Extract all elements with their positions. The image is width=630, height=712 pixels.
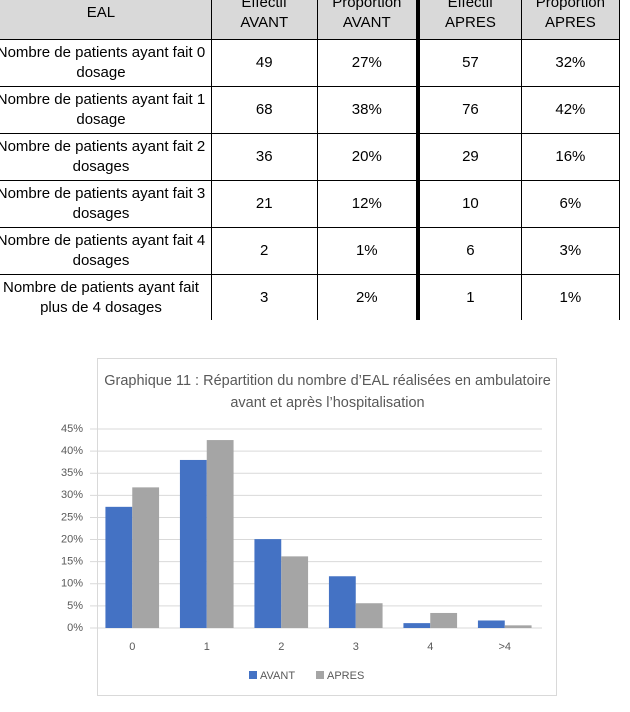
table-cell: 76: [416, 86, 522, 134]
table-cell: 36: [210, 133, 318, 181]
legend-swatch: [249, 671, 257, 679]
table-cell: 16%: [520, 133, 621, 181]
legend-label: AVANT: [260, 670, 295, 682]
y-tick-label: 0%: [67, 622, 83, 634]
table-cell: 3: [210, 274, 318, 320]
x-tick-label: 2: [278, 641, 284, 653]
table-cell: Nombre de patients ayant fait 1 dosage: [0, 86, 212, 134]
chart-title: Graphique 11 : Répartition du nombre d’E…: [104, 373, 551, 411]
bar: [179, 459, 207, 628]
bar: [504, 625, 532, 628]
x-tick-label: >4: [498, 641, 511, 653]
table-row: Nombre de patients ayant fait 1 dosage 68…: [0, 86, 621, 134]
table-cell: Nombre de patients ayant fait 0 dosage: [0, 39, 212, 87]
table-cell: 49: [210, 39, 318, 87]
table-cell: 42%: [520, 86, 621, 134]
y-tick-label: 40%: [61, 445, 83, 457]
table-cell: 6: [416, 227, 522, 275]
y-tick-label: 30%: [61, 489, 83, 501]
table-row: Nombre de patients ayant fait 0 dosage 49…: [0, 39, 621, 87]
y-tick-label: 15%: [61, 556, 83, 568]
bar: [403, 623, 431, 628]
table-row: Nombre de patients ayant fait 2 dosages 3…: [0, 133, 621, 181]
x-tick-label: 4: [427, 641, 433, 653]
table-cell: 1%: [316, 227, 419, 275]
header-cell: Proportion AVANT: [316, 0, 419, 40]
y-tick-label: 45%: [61, 423, 83, 435]
table-cell: 27%: [316, 39, 419, 87]
bar: [132, 487, 160, 628]
x-tick-label: 0: [129, 641, 135, 653]
y-tick-label: 25%: [61, 511, 83, 523]
header-cell: Effectif APRES: [416, 0, 522, 40]
table-cell: Nombre de patients ayant fait plus de 4 …: [0, 274, 212, 320]
y-tick-label: 35%: [61, 467, 83, 479]
table-cell: 2%: [316, 274, 419, 320]
bar: [430, 612, 458, 628]
header-cell: Effectif AVANT: [210, 0, 318, 40]
table-cell: Nombre de patients ayant fait 3 dosages: [0, 180, 212, 228]
table: EAL Effectif AVANT Proportion AVANT Effecti…: [0, 0, 621, 320]
y-tick-label: 5%: [67, 600, 83, 612]
y-tick-label: 20%: [61, 533, 83, 545]
legend-swatch: [316, 671, 324, 679]
header-row: EAL Effectif AVANT Proportion AVANT Effecti…: [0, 0, 621, 40]
table-cell: 29: [416, 133, 522, 181]
bar: [328, 576, 356, 628]
chart-frame: [97, 358, 557, 696]
bar: [477, 620, 505, 628]
bar: [206, 440, 234, 628]
table-row: Nombre de patients ayant fait 3 dosages 2…: [0, 180, 621, 228]
header-cell: EAL: [0, 0, 212, 40]
table-cell: 21: [210, 180, 318, 228]
legend-label: APRES: [327, 670, 364, 682]
table-cell: Nombre de patients ayant fait 2 dosages: [0, 133, 212, 181]
table-cell: Nombre de patients ayant fait 4 dosages: [0, 227, 212, 275]
table-cell: 3%: [520, 227, 621, 275]
bar: [105, 506, 133, 628]
bar: [355, 603, 383, 628]
table-wrap: EAL Effectif AVANT Proportion AVANT Effecti…: [0, 0, 630, 320]
y-tick-label: 10%: [61, 578, 83, 590]
table-cell: 1: [416, 274, 522, 320]
table-cell: 1%: [520, 274, 621, 320]
bar: [281, 556, 309, 628]
table-cell: 32%: [520, 39, 621, 87]
table-body: Nombre de patients ayant fait 0 dosage 49…: [0, 39, 621, 320]
x-tick-label: 1: [204, 641, 210, 653]
x-tick-label: 3: [353, 641, 359, 653]
table-row: Nombre de patients ayant fait plus de 4 …: [0, 274, 621, 320]
table-cell: 38%: [316, 86, 419, 134]
bar: [254, 539, 282, 628]
